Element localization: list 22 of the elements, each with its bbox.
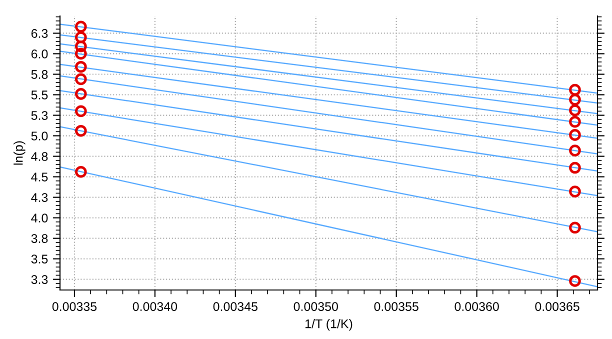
y-tick-label: 3.8 (31, 234, 48, 243)
x-tick-label: 0.00355 (374, 302, 418, 311)
y-tick-label: 6.0 (31, 50, 48, 58)
y-tick-label: 4.0 (31, 214, 48, 222)
y-tick-label: 3.5 (31, 254, 48, 264)
x-tick-label: 0.00360 (454, 302, 499, 311)
y-tick-label: 5.0 (31, 132, 48, 140)
x-tick-label: 0.00345 (213, 302, 258, 311)
y-tick-label: 4.3 (31, 193, 48, 202)
x-tick-label: 0.00365 (535, 302, 580, 311)
y-tick-label: 3.3 (31, 275, 48, 284)
y-tick-label: 5.3 (31, 111, 48, 120)
y-tick-label: 4.5 (31, 172, 48, 182)
y-tick-label: 5.8 (31, 70, 48, 79)
y-tick-label: 6.3 (31, 29, 48, 38)
x-axis-title: 1/T (1/K) (306, 319, 352, 331)
x-tick-label: 0.00350 (294, 302, 338, 311)
x-tick-label: 0.00340 (132, 302, 178, 311)
y-tick-label: 5.5 (31, 90, 48, 100)
x-tick-label: 0.00335 (52, 302, 97, 311)
y-tick-label: 4.8 (31, 152, 48, 161)
y-axis-title: ln(p) (14, 141, 26, 165)
